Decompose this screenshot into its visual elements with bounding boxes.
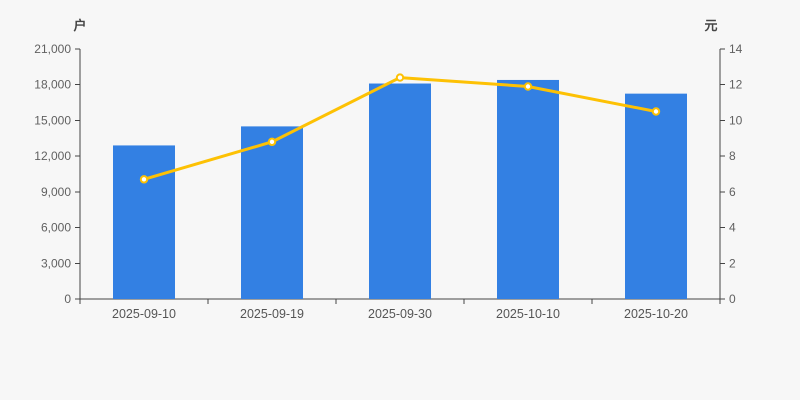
left-axis-tick-label: 9,000 xyxy=(41,185,71,199)
line-point-2025-10-20[interactable] xyxy=(651,107,661,116)
right-axis-tick-label: 0 xyxy=(729,292,736,306)
right-axis-unit-label: 元 xyxy=(704,18,717,33)
x-axis-category-label: 2025-10-10 xyxy=(496,307,560,321)
left-axis-tick-label: 21,000 xyxy=(34,42,71,56)
x-axis-category-label: 2025-09-30 xyxy=(368,307,432,321)
left-axis-tick-label: 3,000 xyxy=(41,256,71,270)
bar-2025-09-30[interactable] xyxy=(369,83,431,300)
line-point-2025-09-19[interactable] xyxy=(267,137,277,147)
bar-2025-10-20[interactable] xyxy=(625,93,687,300)
right-axis-tick-label: 4 xyxy=(729,221,736,235)
x-axis-category-label: 2025-09-19 xyxy=(240,307,304,321)
left-axis-tick-label: 6,000 xyxy=(41,221,71,235)
bar-2025-09-19[interactable] xyxy=(241,126,303,299)
axes-layer: 0 3,000 6,000 9,000 12,000 15,000 18,000 21,000… xyxy=(34,42,742,321)
x-axis-category-label: 2025-09-10 xyxy=(112,307,176,321)
left-axis-unit-label: 户 xyxy=(73,18,86,33)
bar-series xyxy=(113,79,687,300)
line-point-2025-09-10[interactable] xyxy=(139,175,149,184)
line-series xyxy=(139,73,661,184)
right-axis-tick-label: 2 xyxy=(729,256,736,270)
x-axis-category-label: 2025-10-20 xyxy=(624,307,688,321)
bar-2025-09-10[interactable] xyxy=(113,145,175,299)
line-point-2025-10-10[interactable] xyxy=(523,82,533,91)
right-axis-tick-label: 14 xyxy=(729,42,743,56)
right-axis-tick-label: 6 xyxy=(729,185,736,199)
right-axis-tick-label: 8 xyxy=(729,149,736,163)
line-point-2025-09-30[interactable] xyxy=(395,73,405,82)
right-axis-tick-label: 12 xyxy=(729,78,743,92)
left-axis-tick-label: 0 xyxy=(64,292,71,306)
left-axis-tick-label: 18,000 xyxy=(34,78,71,92)
left-axis-tick-label: 12,000 xyxy=(34,149,71,163)
right-axis-tick-label: 10 xyxy=(729,113,743,127)
left-axis-tick-label: 15,000 xyxy=(34,113,71,127)
bar-2025-10-10[interactable] xyxy=(497,79,559,299)
